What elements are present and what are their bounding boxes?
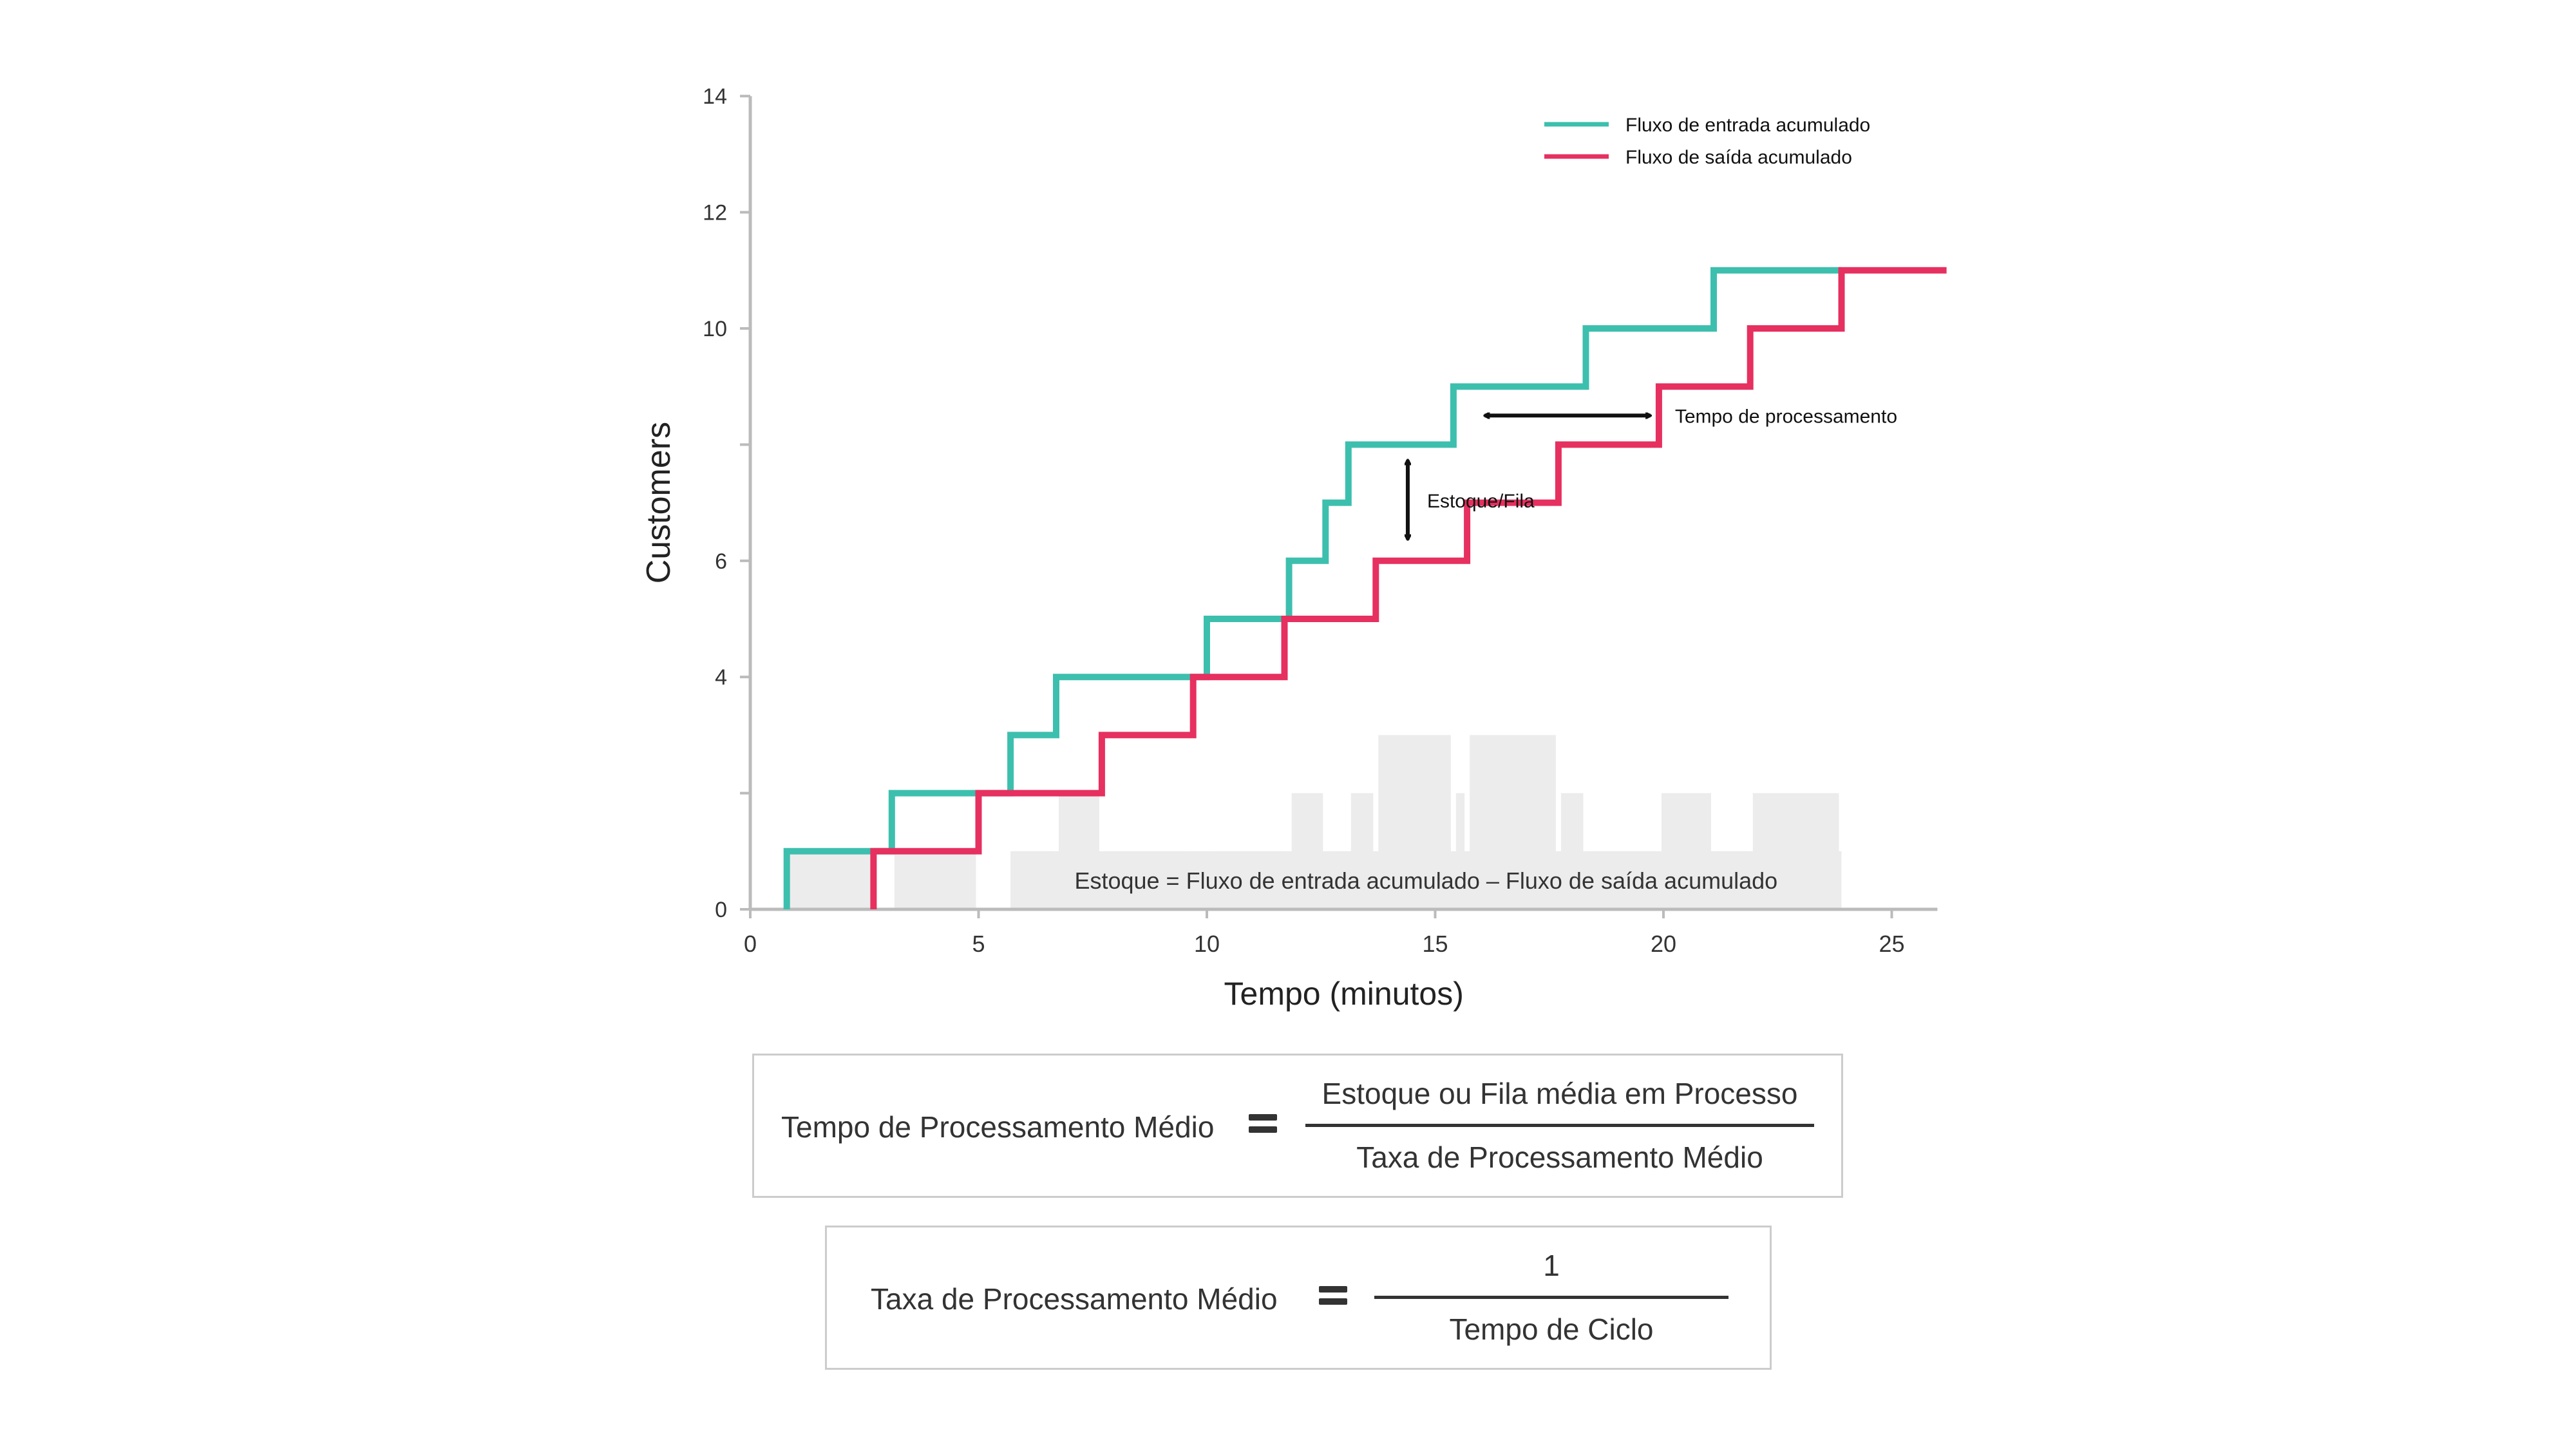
series-line-outflow: [870, 267, 1947, 909]
formula-numerator: Estoque ou Fila média em Processo: [1321, 1077, 1798, 1110]
inventory-annotation: Estoque/Fila: [1427, 491, 1535, 512]
inventory-label-band: [1010, 851, 1842, 909]
formula-denominator: Taxa de Processamento Médio: [1356, 1141, 1763, 1174]
processing-time-annotation: Tempo de processamento: [1675, 406, 1897, 427]
formula-box-average-processing-rate: Taxa de Processamento Médio 1 Tempo de C…: [825, 1226, 1772, 1370]
y-tick-label: 10: [703, 317, 727, 341]
formula-fraction: Estoque ou Fila média em Processo Taxa d…: [1305, 1075, 1814, 1176]
x-tick-label: 5: [972, 931, 985, 957]
legend-label: Fluxo de entrada acumulado: [1625, 115, 1870, 136]
fraction-bar: [1374, 1296, 1728, 1299]
y-tick-label: 0: [715, 898, 727, 922]
formula-box-average-processing-time: Tempo de Processamento Médio Estoque ou …: [752, 1054, 1843, 1198]
equals-sign: [1249, 1114, 1277, 1133]
y-tick-label: 12: [703, 201, 727, 225]
cumulative-flow-chart: Estoque = Fluxo de entrada acumulado – F…: [640, 84, 1947, 1012]
x-tick-label: 15: [1422, 931, 1448, 957]
y-tick-label: 14: [703, 84, 727, 109]
x-tick-label: 20: [1651, 931, 1676, 957]
inventory-bar: [789, 851, 871, 909]
formula-denominator: Tempo de Ciclo: [1449, 1312, 1654, 1346]
formula-numerator: 1: [1543, 1249, 1560, 1282]
series-line-inflow: [783, 267, 1842, 909]
formula-label: Tempo de Processamento Médio: [781, 1110, 1215, 1144]
x-tick-label: 10: [1194, 931, 1220, 957]
fraction-bar: [1305, 1124, 1814, 1127]
x-tick-label: 25: [1879, 931, 1904, 957]
y-tick-label: 4: [715, 665, 727, 690]
y-tick-label: 6: [715, 549, 727, 574]
inventory-label: Estoque = Fluxo de entrada acumulado – F…: [1074, 867, 1777, 894]
equals-sign: [1319, 1286, 1347, 1305]
legend-label: Fluxo de saída acumulado: [1625, 147, 1852, 168]
x-axis-label: Tempo (minutos): [1224, 976, 1464, 1012]
x-tick-label: 0: [744, 931, 757, 957]
y-axis-label: Customers: [640, 422, 677, 583]
inventory-bar: [894, 851, 976, 909]
formula-fraction: 1 Tempo de Ciclo: [1374, 1247, 1728, 1348]
formula-label: Taxa de Processamento Médio: [871, 1282, 1278, 1316]
